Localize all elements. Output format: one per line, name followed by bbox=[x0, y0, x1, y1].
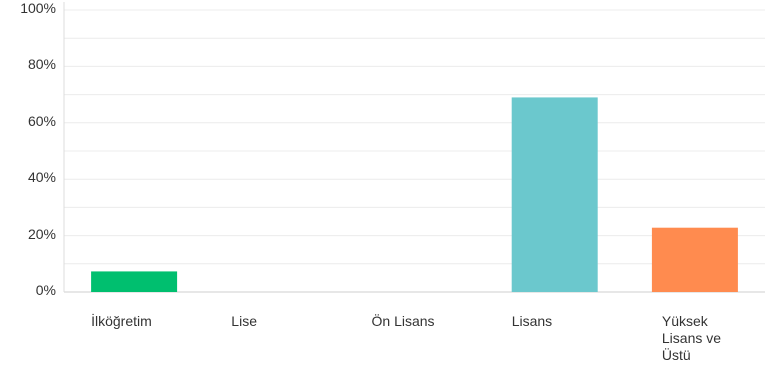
y-tick-label: 60% bbox=[27, 112, 56, 129]
x-category-label: Yüksek Lisans ve Üstü bbox=[661, 313, 722, 363]
y-tick-label: 40% bbox=[27, 169, 56, 186]
bar bbox=[511, 97, 598, 292]
bar bbox=[91, 271, 178, 292]
x-category-label: Lise bbox=[231, 313, 257, 329]
x-category-label: Lisans bbox=[511, 313, 553, 329]
x-category-label: Ön Lisans bbox=[371, 313, 435, 329]
y-tick-label: 20% bbox=[27, 225, 56, 242]
y-tick-label: 80% bbox=[27, 56, 56, 73]
bar bbox=[651, 227, 738, 292]
y-tick-label: 100% bbox=[20, 0, 56, 16]
y-tick-label: 0% bbox=[35, 282, 56, 298]
x-category-label: İlköğretim bbox=[91, 313, 152, 329]
